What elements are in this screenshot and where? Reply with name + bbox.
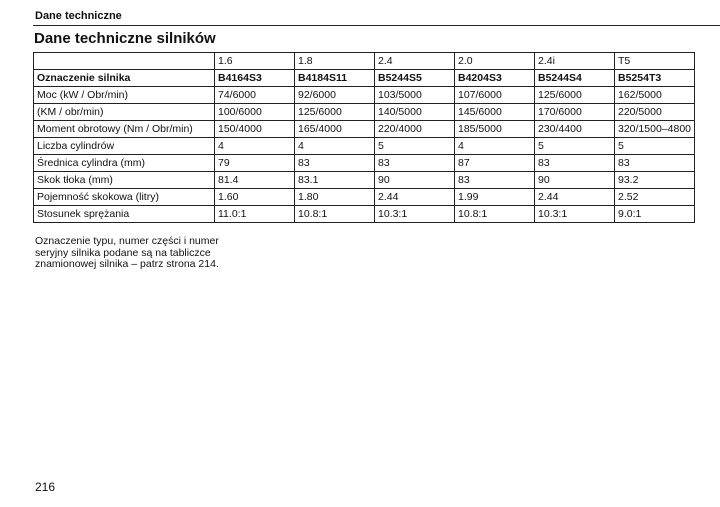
table-cell: 1.80 xyxy=(294,188,375,206)
table-row: Liczba cylindrów 4 4 5 4 5 5 xyxy=(33,137,695,155)
table-cell: 125/6000 xyxy=(294,103,375,121)
table-cell: 83 xyxy=(294,154,375,172)
table-cell: 92/6000 xyxy=(294,86,375,104)
table-cell: 2.4i xyxy=(534,52,615,70)
page-number: 216 xyxy=(35,480,56,494)
table-cell: 107/6000 xyxy=(454,86,535,104)
row-label: Stosunek sprężania xyxy=(33,205,215,223)
table-cell: 320/1500–4800 xyxy=(614,120,695,138)
table-cell: 10.3:1 xyxy=(374,205,455,223)
table-row: (KM / obr/min) 100/6000 125/6000 140/5000 14… xyxy=(33,103,695,121)
table-cell: 10.8:1 xyxy=(294,205,375,223)
table-cell: 185/5000 xyxy=(454,120,535,138)
table-row: Moc (kW / Obr/min) 74/6000 92/6000 103/5000… xyxy=(33,86,695,104)
table-cell: 79 xyxy=(214,154,295,172)
table-cell: 103/5000 xyxy=(374,86,455,104)
table-cell: 11.0:1 xyxy=(214,205,295,223)
table-cell: 2.0 xyxy=(454,52,535,70)
row-label: Skok tłoka (mm) xyxy=(33,171,215,189)
table-cell: 1.6 xyxy=(214,52,295,70)
table-cell: 2.44 xyxy=(374,188,455,206)
table-cell: 4 xyxy=(454,137,535,155)
table-cell: 87 xyxy=(454,154,535,172)
section-header: Dane techniczne xyxy=(35,10,122,22)
table-cell: 2.44 xyxy=(534,188,615,206)
table-cell: 165/4000 xyxy=(294,120,375,138)
table-cell: 83 xyxy=(534,154,615,172)
table-cell: B4164S3 xyxy=(214,69,295,87)
table-cell: B5254T3 xyxy=(614,69,695,87)
table-cell: 2.4 xyxy=(374,52,455,70)
table-row: Skok tłoka (mm) 81.4 83.1 90 83 90 93.2 xyxy=(33,171,695,189)
table-cell: T5 xyxy=(614,52,695,70)
table-cell: 5 xyxy=(534,137,615,155)
table-cell: B5244S5 xyxy=(374,69,455,87)
table-header-row: 1.6 1.8 2.4 2.0 2.4i T5 xyxy=(33,52,695,70)
table-cell: 4 xyxy=(294,137,375,155)
page-title: Dane techniczne silników xyxy=(34,30,216,47)
row-label: Moc (kW / Obr/min) xyxy=(33,86,215,104)
table-row: Stosunek sprężania 11.0:1 10.8:1 10.3:1 10.8… xyxy=(33,205,695,223)
row-label: Pojemność skokowa (litry) xyxy=(33,188,215,206)
table-cell: 100/6000 xyxy=(214,103,295,121)
table-cell: 10.3:1 xyxy=(534,205,615,223)
table-cell: B5244S4 xyxy=(534,69,615,87)
table-cell: 90 xyxy=(534,171,615,189)
header-rule xyxy=(33,25,720,26)
table-cell: 170/6000 xyxy=(534,103,615,121)
table-cell: 5 xyxy=(614,137,695,155)
row-label: (KM / obr/min) xyxy=(33,103,215,121)
table-cell: 90 xyxy=(374,171,455,189)
table-row: Średnica cylindra (mm) 79 83 83 87 83 83 xyxy=(33,154,695,172)
table-cell: 220/5000 xyxy=(614,103,695,121)
table-row: Moment obrotowy (Nm / Obr/min) 150/4000 16… xyxy=(33,120,695,138)
row-label: Liczba cylindrów xyxy=(33,137,215,155)
table-cell: 230/4400 xyxy=(534,120,615,138)
table-cell: 10.8:1 xyxy=(454,205,535,223)
row-label xyxy=(33,52,215,70)
table-cell: 1.8 xyxy=(294,52,375,70)
table-cell: 220/4000 xyxy=(374,120,455,138)
row-label: Moment obrotowy (Nm / Obr/min) xyxy=(33,120,215,138)
table-cell: 125/6000 xyxy=(534,86,615,104)
table-cell: 5 xyxy=(374,137,455,155)
table-cell: 83 xyxy=(374,154,455,172)
table-row: Pojemność skokowa (litry) 1.60 1.80 2.44 1.9… xyxy=(33,188,695,206)
table-cell: 74/6000 xyxy=(214,86,295,104)
table-cell: 93.2 xyxy=(614,171,695,189)
table-cell: 9.0:1 xyxy=(614,205,695,223)
table-cell: 1.60 xyxy=(214,188,295,206)
table-cell: B4184S11 xyxy=(294,69,375,87)
table-cell: 83 xyxy=(614,154,695,172)
row-label: Średnica cylindra (mm) xyxy=(33,154,215,172)
table-cell: 145/6000 xyxy=(454,103,535,121)
table-cell: 83 xyxy=(454,171,535,189)
table-cell: 2.52 xyxy=(614,188,695,206)
table-cell: 150/4000 xyxy=(214,120,295,138)
table-cell: 83.1 xyxy=(294,171,375,189)
table-cell: 140/5000 xyxy=(374,103,455,121)
table-cell: 162/5000 xyxy=(614,86,695,104)
footnote: Oznaczenie typu, numer części i numer se… xyxy=(35,235,219,270)
table-cell: 4 xyxy=(214,137,295,155)
engine-specs-table: 1.6 1.8 2.4 2.0 2.4i T5 Oznaczenie silnika B416… xyxy=(33,52,695,223)
table-cell: B4204S3 xyxy=(454,69,535,87)
table-cell: 81.4 xyxy=(214,171,295,189)
table-cell: 1.99 xyxy=(454,188,535,206)
table-row: Oznaczenie silnika B4164S3 B4184S11 B5244S5… xyxy=(33,69,695,87)
row-label: Oznaczenie silnika xyxy=(33,69,215,87)
